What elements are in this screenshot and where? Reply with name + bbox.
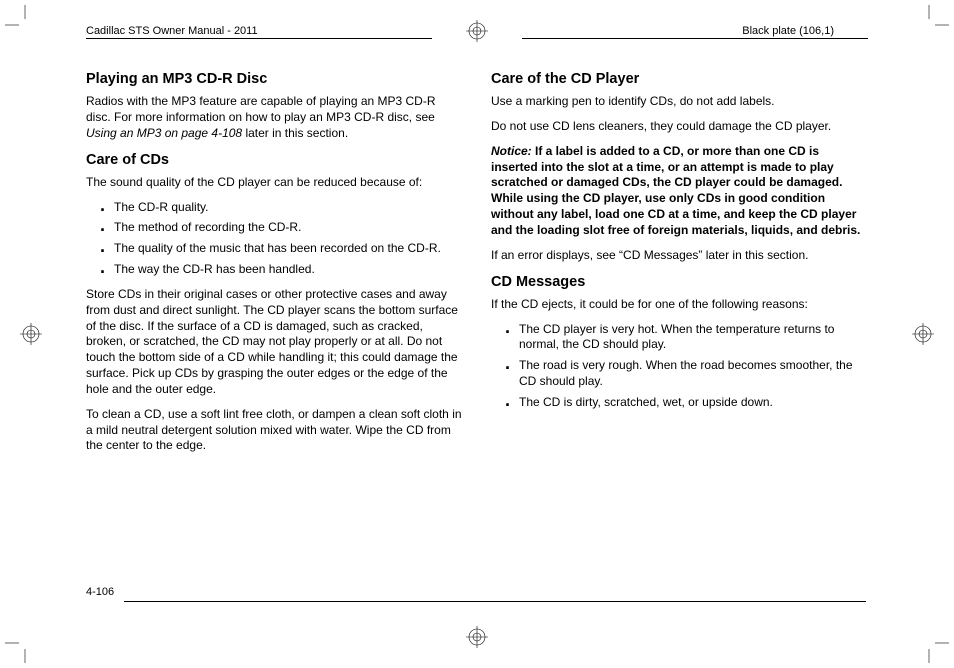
section-title-care-player: Care of the CD Player bbox=[491, 70, 868, 89]
paragraph-notice: Notice: If a label is added to a CD, or … bbox=[491, 144, 868, 239]
list-item: The method of recording the CD-R. bbox=[114, 220, 463, 236]
header-left-text: Cadillac STS Owner Manual - 2011 bbox=[86, 25, 258, 37]
list-item: The quality of the music that has been r… bbox=[114, 241, 463, 257]
header-rule-right bbox=[522, 38, 868, 39]
crop-mark-icon bbox=[5, 623, 45, 663]
header-rule-left bbox=[86, 38, 432, 39]
crop-mark-icon bbox=[909, 5, 949, 45]
registration-mark-icon bbox=[466, 20, 488, 42]
header-right-text: Black plate (106,1) bbox=[742, 25, 834, 37]
paragraph: If the CD ejects, it could be for one of… bbox=[491, 297, 868, 313]
page-body: Playing an MP3 CD-R Disc Radios with the… bbox=[86, 70, 868, 578]
text: later in this section. bbox=[242, 126, 348, 140]
registration-mark-icon bbox=[20, 323, 42, 345]
footer-page-number: 4-106 bbox=[86, 586, 114, 598]
paragraph: If an error displays, see “CD Messages” … bbox=[491, 248, 868, 264]
section-title-care-cds: Care of CDs bbox=[86, 151, 463, 170]
notice-body: If a label is added to a CD, or more tha… bbox=[491, 144, 860, 237]
paragraph: To clean a CD, use a soft lint free clot… bbox=[86, 407, 463, 454]
paragraph: Use a marking pen to identify CDs, do no… bbox=[491, 94, 868, 110]
crop-mark-icon bbox=[5, 5, 45, 45]
paragraph: Do not use CD lens cleaners, they could … bbox=[491, 119, 868, 135]
list-item: The CD-R quality. bbox=[114, 200, 463, 216]
paragraph: Radios with the MP3 feature are capable … bbox=[86, 94, 463, 141]
text: Radios with the MP3 feature are capable … bbox=[86, 94, 436, 124]
section-title-mp3: Playing an MP3 CD-R Disc bbox=[86, 70, 463, 89]
right-column: Care of the CD Player Use a marking pen … bbox=[491, 70, 868, 578]
bullet-list: The CD-R quality. The method of recordin… bbox=[86, 200, 463, 278]
list-item: The CD is dirty, scratched, wet, or upsi… bbox=[519, 395, 868, 411]
list-item: The way the CD-R has been handled. bbox=[114, 262, 463, 278]
paragraph: Store CDs in their original cases or oth… bbox=[86, 287, 463, 398]
paragraph: The sound quality of the CD player can b… bbox=[86, 175, 463, 191]
text-italic: Using an MP3 on page 4-108 bbox=[86, 126, 242, 140]
notice-label: Notice: bbox=[491, 144, 532, 158]
registration-mark-icon bbox=[912, 323, 934, 345]
crop-mark-icon bbox=[909, 623, 949, 663]
list-item: The CD player is very hot. When the temp… bbox=[519, 322, 868, 354]
list-item: The road is very rough. When the road be… bbox=[519, 358, 868, 390]
registration-mark-icon bbox=[466, 626, 488, 648]
footer-rule bbox=[124, 601, 866, 602]
section-title-cd-messages: CD Messages bbox=[491, 273, 868, 292]
left-column: Playing an MP3 CD-R Disc Radios with the… bbox=[86, 70, 463, 578]
bullet-list: The CD player is very hot. When the temp… bbox=[491, 322, 868, 411]
